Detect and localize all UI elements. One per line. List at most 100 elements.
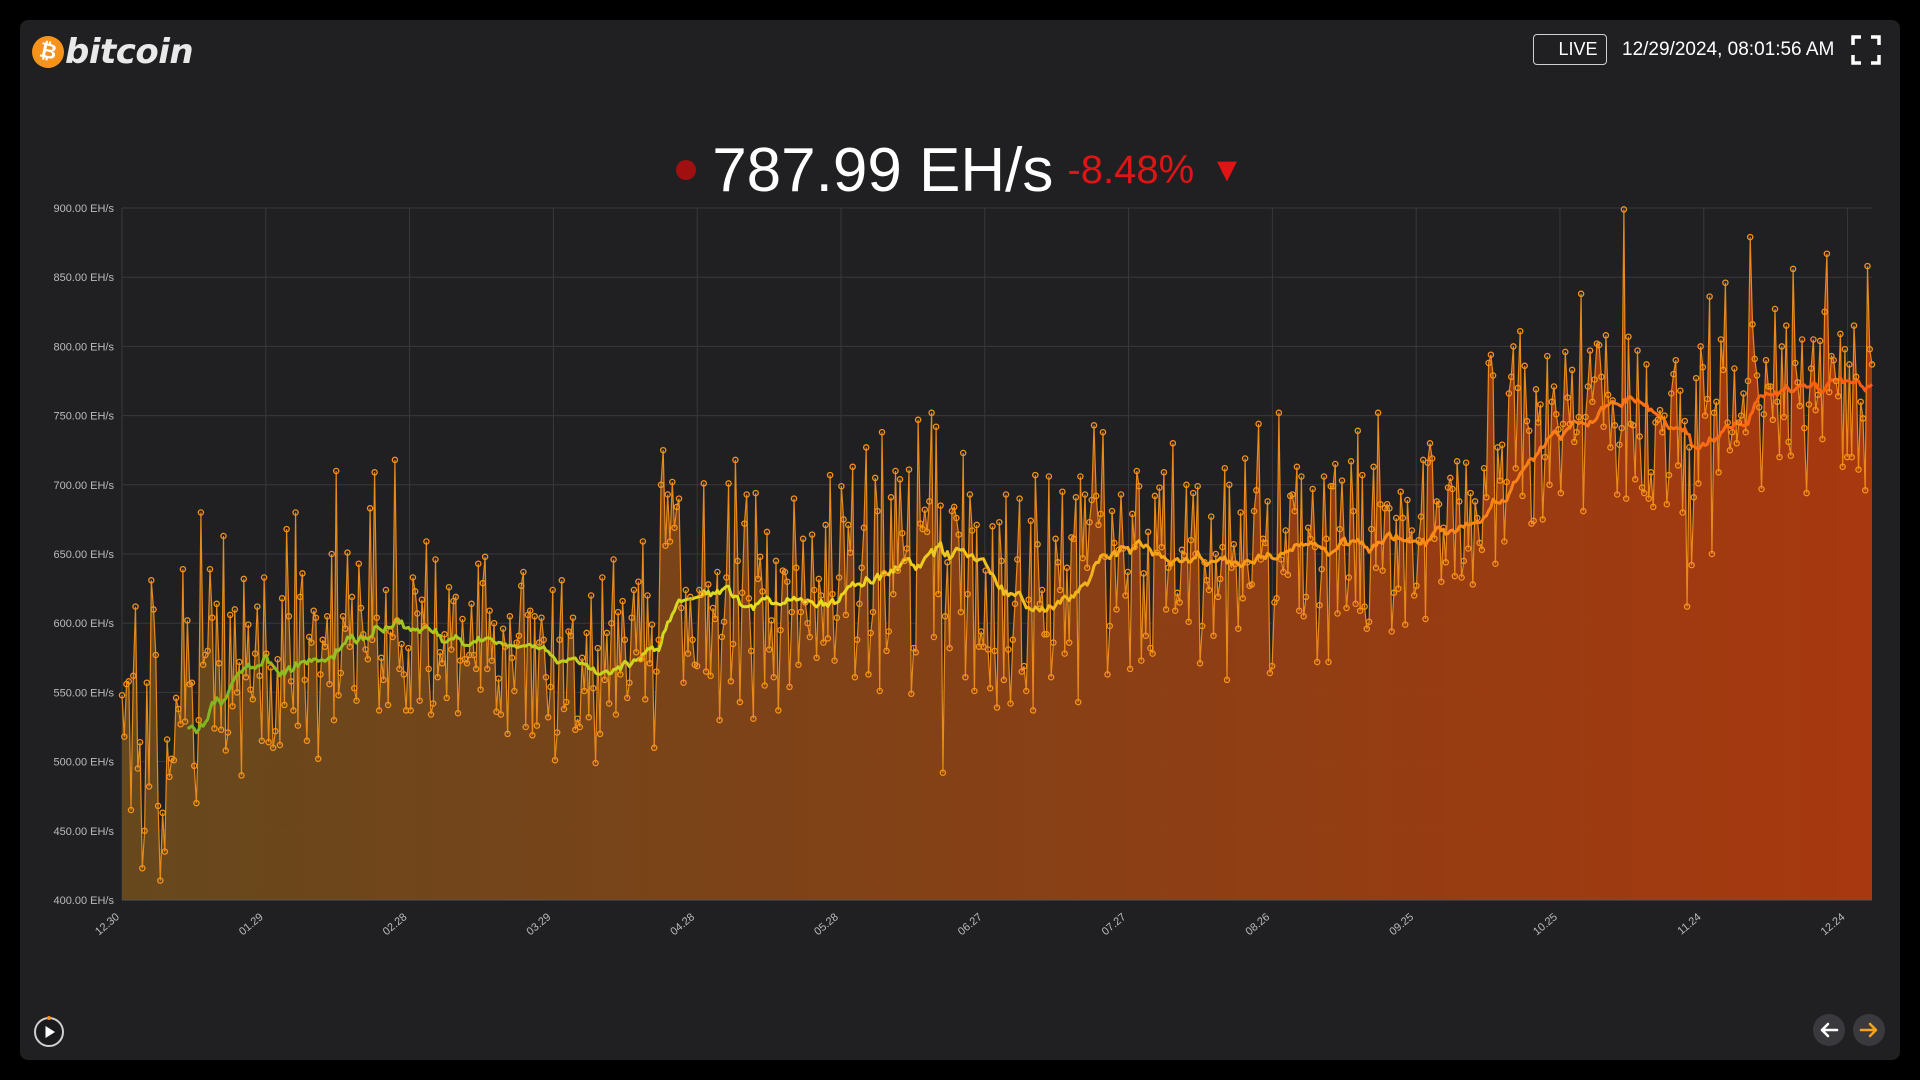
data-point [1465,545,1472,552]
data-point [973,521,980,529]
data-point [1507,373,1515,381]
data-point [1618,424,1625,432]
data-point [1341,539,1348,547]
fullscreen-icon[interactable] [1850,34,1882,66]
data-point [788,608,796,616]
data-point [917,520,924,527]
x-tick-label: 03.29 [525,911,554,938]
data-point [278,595,286,602]
data-point [1250,507,1258,515]
data-point [175,705,182,713]
data-point [914,416,922,424]
data-point [369,636,376,644]
data-point [1541,453,1549,461]
data-point [497,711,505,718]
data-point [1825,388,1833,396]
x-tick-label: 11.24 [1676,911,1704,937]
data-point [998,557,1005,565]
data-point [718,633,726,641]
data-point [1056,586,1064,594]
data-point [265,738,272,746]
data-point [865,671,872,678]
data-point [1329,482,1337,490]
data-point [1338,477,1346,484]
data-point [296,593,304,601]
hashrate-headline: 787.99 EH/s -8.48% ▼ [20,130,1900,210]
data-point [966,491,974,498]
data-point [1005,646,1012,653]
data-point [1767,383,1774,390]
data-point [188,679,196,686]
data-point [851,673,859,681]
data-point [420,622,428,630]
data-point [506,613,514,620]
data-point [416,697,423,704]
data-point [1183,481,1190,489]
data-point [1451,572,1459,580]
next-button[interactable] [1853,1014,1885,1046]
data-point [630,586,638,594]
data-point [513,639,520,646]
data-point [799,535,807,543]
data-point [641,696,649,703]
data-point [1728,428,1736,436]
data-point [317,671,324,678]
data-point [1201,559,1208,566]
data-point [635,578,642,585]
data-point [912,649,920,656]
data-point [1611,422,1619,429]
data-point [1291,507,1298,515]
data-point [1534,419,1542,426]
data-point [1332,460,1339,468]
data-point [1758,485,1765,493]
data-point [1438,578,1445,585]
data-point [154,802,162,810]
data-point [1282,527,1289,534]
data-point [335,691,342,699]
data-point [504,730,511,738]
data-point [308,639,315,646]
data-point [1686,444,1693,451]
data-point [1749,321,1756,328]
data-point [533,722,541,729]
data-point [962,673,969,681]
data-point [326,680,333,688]
data-point [1722,279,1729,286]
play-icon[interactable] [33,1016,65,1048]
data-point [1566,420,1574,428]
data-point [1320,473,1328,480]
data-point [177,720,184,728]
data-point [148,577,155,584]
data-point [786,683,793,691]
data-point [434,673,441,681]
data-point [1070,535,1077,543]
data-point [996,518,1003,526]
data-point [258,737,266,745]
data-point [199,661,207,668]
data-point [732,456,739,464]
data-point [1167,560,1174,567]
data-point [1038,586,1046,594]
data-point [1266,669,1274,677]
data-point [172,694,180,702]
data-point [1327,482,1335,490]
data-point [1571,438,1578,446]
data-point [1647,469,1655,476]
data-point [1257,556,1265,563]
data-point [427,711,435,718]
data-point [1753,372,1761,379]
prev-button[interactable] [1813,1014,1845,1046]
data-point [1162,606,1170,613]
data-point [1135,482,1143,490]
data-point [1447,474,1454,482]
data-point [285,613,293,620]
data-point [1501,538,1508,545]
data-point [844,521,852,529]
data-point [1595,341,1603,349]
data-point [1699,363,1707,371]
live-button[interactable]: LIVE [1533,34,1607,65]
data-point [862,444,870,451]
data-point [617,671,624,678]
data-point [429,700,437,707]
data-point [1304,524,1312,531]
